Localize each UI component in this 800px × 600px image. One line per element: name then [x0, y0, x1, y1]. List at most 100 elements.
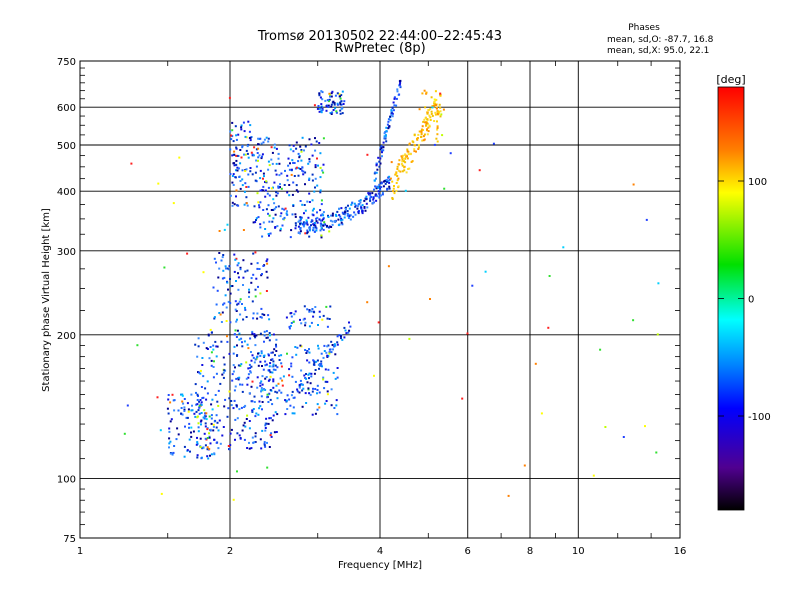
data-point: [657, 282, 660, 285]
data-point: [259, 137, 262, 140]
data-point: [266, 336, 269, 339]
data-point: [213, 317, 216, 320]
data-point: [393, 104, 396, 107]
data-point: [398, 83, 401, 86]
data-point: [274, 169, 277, 172]
data-point: [320, 219, 323, 222]
data-point: [254, 441, 257, 443]
data-point: [384, 136, 386, 139]
data-point: [294, 222, 297, 225]
data-point: [373, 374, 375, 377]
data-point: [316, 211, 318, 214]
data-point: [403, 165, 406, 168]
data-point: [260, 350, 263, 353]
data-point: [308, 160, 311, 163]
data-point: [253, 441, 256, 444]
data-point: [262, 172, 265, 175]
data-point: [331, 111, 334, 114]
data-point: [215, 355, 218, 358]
data-point: [160, 492, 163, 495]
data-point: [380, 145, 383, 148]
data-point: [344, 329, 347, 332]
data-point: [361, 209, 364, 212]
data-point: [317, 347, 320, 350]
data-point: [235, 147, 238, 150]
data-point: [248, 392, 251, 395]
data-point: [324, 402, 327, 405]
data-point: [329, 112, 332, 114]
data-point: [313, 360, 315, 363]
data-point: [363, 206, 366, 208]
data-point: [233, 389, 236, 392]
data-point: [436, 128, 439, 131]
data-point: [291, 193, 294, 196]
data-point: [238, 338, 241, 341]
data-point: [375, 177, 377, 180]
data-point: [229, 302, 232, 305]
data-point: [239, 149, 242, 151]
data-point: [237, 377, 240, 380]
data-point: [342, 103, 345, 105]
data-point: [188, 438, 191, 441]
data-point: [232, 407, 235, 410]
data-point: [325, 109, 328, 112]
data-point: [399, 81, 402, 84]
data-point: [249, 167, 252, 169]
data-point: [323, 221, 326, 224]
data-point: [240, 128, 243, 131]
data-point: [221, 277, 224, 280]
data-point: [365, 202, 368, 205]
data-point: [263, 313, 266, 316]
data-point: [259, 354, 262, 357]
data-point: [316, 216, 319, 219]
data-point: [248, 363, 251, 366]
data-point: [347, 204, 349, 207]
data-point: [425, 92, 428, 95]
data-point: [379, 189, 382, 192]
data-point: [234, 176, 237, 179]
data-point: [237, 204, 240, 207]
data-point: [251, 380, 254, 383]
data-point: [391, 115, 394, 118]
data-point: [299, 344, 302, 347]
data-point: [171, 453, 174, 456]
data-point: [229, 194, 232, 197]
data-point: [314, 137, 316, 140]
data-point: [227, 445, 230, 447]
data-point: [431, 106, 434, 109]
data-point: [167, 394, 170, 396]
data-point: [404, 153, 407, 156]
data-point: [221, 434, 224, 437]
data-point: [322, 163, 325, 166]
data-point: [354, 204, 357, 207]
data-point: [238, 176, 241, 178]
data-point: [349, 325, 352, 328]
data-point: [271, 371, 274, 374]
data-point: [244, 135, 247, 138]
data-point: [261, 273, 263, 275]
data-point: [226, 340, 229, 343]
data-point: [322, 171, 325, 174]
data-point: [239, 364, 242, 367]
data-point: [426, 112, 429, 115]
data-point: [540, 412, 543, 415]
data-point: [263, 441, 266, 444]
data-point: [232, 364, 235, 367]
data-point: [202, 396, 205, 399]
data-point: [239, 298, 242, 301]
data-point: [247, 367, 250, 370]
data-point: [238, 408, 241, 411]
data-point: [349, 214, 352, 217]
data-point: [213, 420, 216, 423]
data-point: [214, 340, 217, 343]
data-point: [236, 303, 239, 306]
data-point: [217, 389, 220, 392]
data-point: [182, 402, 185, 405]
data-point: [209, 346, 212, 348]
chart-title: Tromsø 20130502 22:44:00–22:45:43: [257, 29, 502, 44]
data-point: [246, 269, 249, 272]
data-point: [428, 114, 431, 117]
data-point: [304, 145, 307, 148]
data-point: [396, 88, 399, 91]
data-point: [170, 418, 173, 421]
